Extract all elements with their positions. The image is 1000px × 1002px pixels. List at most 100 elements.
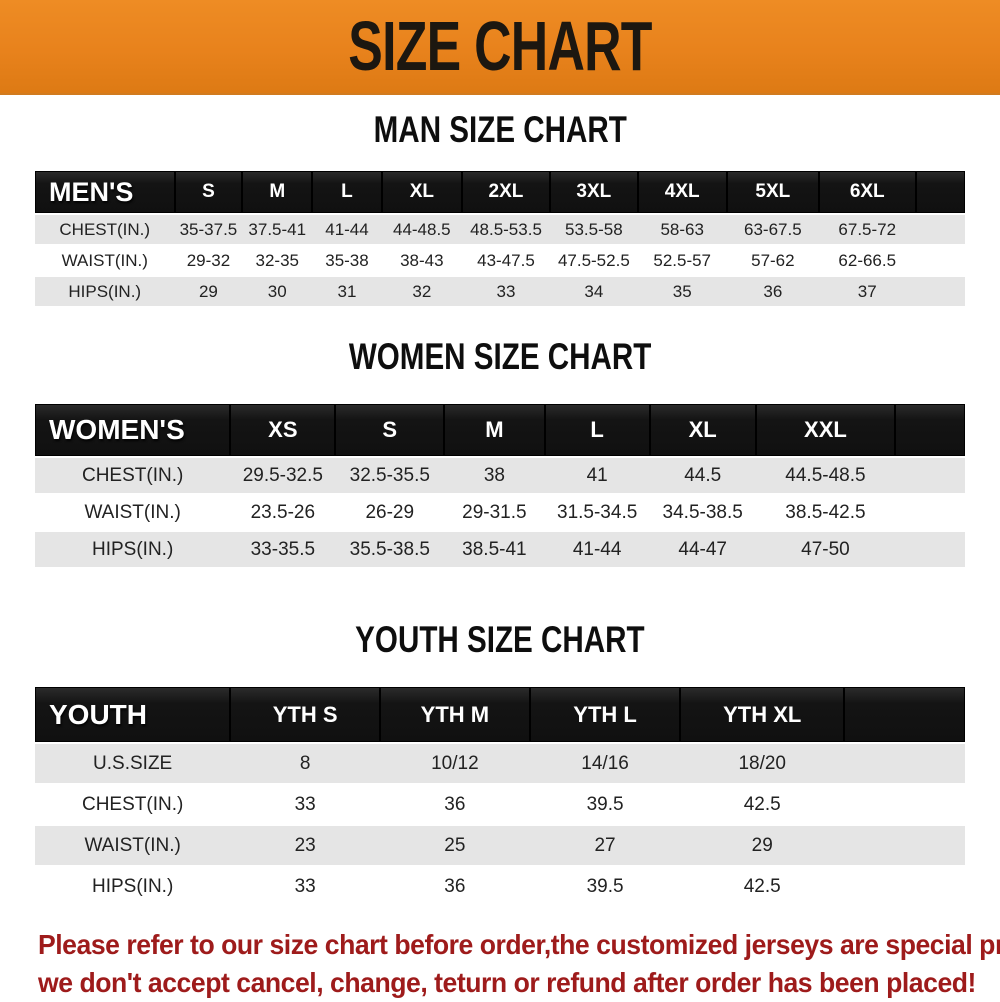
column-header: 2XL <box>461 171 551 213</box>
spacer-cell <box>915 171 965 213</box>
size-value: 38 <box>444 458 545 493</box>
size-value: 44-47 <box>649 532 756 567</box>
column-header: 4XL <box>637 171 727 213</box>
size-value: 62-66.5 <box>838 250 897 270</box>
table-row: U.S.SIZE 8 10/12 14/16 18/20 <box>35 744 965 783</box>
row-label: HIPS(IN.) <box>92 875 174 897</box>
column-header: 6XL <box>818 171 916 213</box>
table-header-row: YOUTH YTH S YTH M YTH L YTH XL <box>35 687 965 742</box>
size-value: 36 <box>726 277 819 306</box>
size-value: 35-37.5 <box>174 215 243 244</box>
men-chart-title-text: MAN SIZE CHART <box>373 109 627 150</box>
row-label: HIPS(IN.) <box>35 532 231 567</box>
column-header: YTH M <box>380 687 530 742</box>
spacer-cell <box>844 867 965 906</box>
size-value: 35-38 <box>325 250 369 270</box>
size-value: 36 <box>444 793 466 815</box>
column-header: M <box>444 404 545 456</box>
table-row: WAIST(IN.) 23.5-26 26-29 29-31.5 31.5-34.5 34… <box>35 495 965 530</box>
size-value: 34 <box>550 277 638 306</box>
size-value: 23.5-26 <box>250 501 316 523</box>
table-header-label: MEN'S <box>35 171 175 213</box>
size-value: 32 <box>381 277 462 306</box>
spacer-cell <box>915 277 965 306</box>
size-value: 36 <box>444 875 466 897</box>
size-value: 38-43 <box>400 250 444 270</box>
size-value: 41-44 <box>312 215 382 244</box>
size-value: 58-63 <box>637 215 727 244</box>
column-header: M <box>242 171 313 213</box>
size-value: 53.5-58 <box>550 215 638 244</box>
size-value: 44-48.5 <box>381 215 462 244</box>
youth-size-table: YOUTH YTH S YTH M YTH L YTH XL U.S.SIZE 8 10/12… <box>35 685 965 908</box>
row-label: HIPS(IN.) <box>35 277 175 306</box>
size-value: 29.5-32.5 <box>230 458 336 493</box>
size-value: 29-31.5 <box>462 501 527 523</box>
size-value: 42.5 <box>743 875 781 897</box>
size-value: 52.5-57 <box>653 250 712 270</box>
size-value: 25 <box>380 826 530 865</box>
size-value: 33 <box>294 793 316 815</box>
spacer-cell <box>844 826 965 865</box>
size-value: 37 <box>818 277 916 306</box>
spacer-cell <box>844 687 965 742</box>
size-value: 38.5-42.5 <box>785 501 866 523</box>
row-label: CHEST(IN.) <box>35 215 175 244</box>
row-label: U.S.SIZE <box>35 744 231 783</box>
size-value: 47-50 <box>755 532 896 567</box>
charts-area: MAN SIZE CHART MEN'S S M L XL 2XL 3XL 4XL 5XL 6XL… <box>0 95 1000 908</box>
size-value: 48.5-53.5 <box>461 215 551 244</box>
footer-note: Please refer to our size chart before or… <box>0 908 1000 1002</box>
youth-chart-title: YOUTH SIZE CHART <box>0 569 1000 685</box>
size-value: 39.5 <box>586 875 624 897</box>
size-value: 67.5-72 <box>818 215 916 244</box>
banner: SIZE CHART <box>0 0 1000 95</box>
size-value: 18/20 <box>680 744 845 783</box>
size-value: 8 <box>230 744 381 783</box>
table-row: HIPS(IN.) 33 36 39.5 42.5 <box>35 867 965 906</box>
size-value: 47.5-52.5 <box>557 250 630 270</box>
size-value: 35.5-38.5 <box>335 532 445 567</box>
size-value: 35 <box>637 277 727 306</box>
spacer-cell <box>844 744 965 783</box>
table-row: HIPS(IN.) 33-35.5 35.5-38.5 38.5-41 41-44 44-… <box>35 532 965 567</box>
row-label: WAIST(IN.) <box>35 826 231 865</box>
size-value: 33-35.5 <box>230 532 336 567</box>
size-value: 42.5 <box>743 793 781 815</box>
youth-size-chart-section: YOUTH SIZE CHART YOUTH YTH S YTH M YTH L YTH… <box>0 569 1000 908</box>
youth-chart-title-text: YOUTH SIZE CHART <box>355 619 645 660</box>
column-header: YTH S <box>230 687 381 742</box>
table-row: CHEST(IN.) 33 36 39.5 42.5 <box>35 785 965 824</box>
size-value: 44.5-48.5 <box>755 458 896 493</box>
column-header: S <box>174 171 243 213</box>
women-size-chart-section: WOMEN SIZE CHART WOMEN'S XS S M L XL XXL CHEST(… <box>0 308 1000 569</box>
women-chart-title: WOMEN SIZE CHART <box>0 308 1000 402</box>
size-value: 41-44 <box>544 532 650 567</box>
women-chart-title-text: WOMEN SIZE CHART <box>348 336 652 377</box>
row-label: WAIST(IN.) <box>61 250 148 270</box>
size-value: 34.5-38.5 <box>662 501 743 523</box>
size-value: 44.5 <box>649 458 756 493</box>
size-value: 63-67.5 <box>726 215 819 244</box>
table-row: CHEST(IN.) 29.5-32.5 32.5-35.5 38 41 44.5 44.5… <box>35 458 965 493</box>
spacer-cell <box>844 785 965 824</box>
size-value: 32-35 <box>255 250 299 270</box>
table-row: CHEST(IN.) 35-37.5 37.5-41 41-44 44-48.5 48.5… <box>35 215 965 244</box>
size-value: 29-32 <box>186 250 231 270</box>
table-header-row: MEN'S S M L XL 2XL 3XL 4XL 5XL 6XL <box>35 171 965 213</box>
size-value: 43-47.5 <box>477 250 535 270</box>
men-chart-title: MAN SIZE CHART <box>0 95 1000 169</box>
size-value: 26-29 <box>365 501 415 523</box>
table-header-label: WOMEN'S <box>35 404 231 456</box>
size-value: 41 <box>544 458 650 493</box>
size-value: 31 <box>312 277 382 306</box>
table-header-row: WOMEN'S XS S M L XL XXL <box>35 404 965 456</box>
row-label: WAIST(IN.) <box>84 501 181 523</box>
size-value: 14/16 <box>529 744 681 783</box>
size-value: 33 <box>294 875 316 897</box>
column-header: YTH XL <box>680 687 845 742</box>
footer-line-2: we don't accept cancel, change, teturn o… <box>38 967 976 998</box>
size-value: 27 <box>529 826 681 865</box>
spacer-cell <box>895 404 965 456</box>
